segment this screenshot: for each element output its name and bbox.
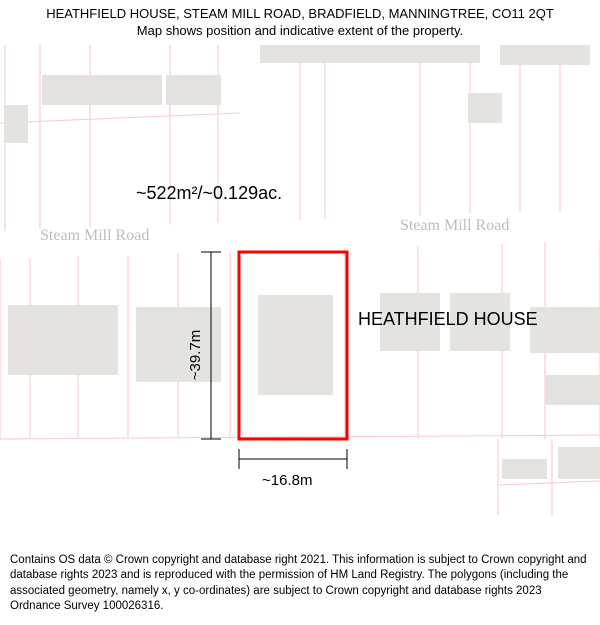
dim-width-label: ~16.8m	[262, 472, 312, 489]
copyright-footer: Contains OS data © Crown copyright and d…	[0, 545, 600, 625]
dim-height-label: ~39.7m	[187, 330, 204, 380]
road-label: Steam Mill Road	[400, 217, 509, 234]
building	[468, 93, 502, 123]
building	[136, 307, 221, 382]
building	[558, 447, 600, 479]
building	[258, 295, 333, 395]
map-canvas: Steam Mill Road Steam Mill Road ~522m²/~0.…	[0, 45, 600, 515]
building	[502, 459, 547, 479]
building	[530, 307, 600, 353]
building	[260, 45, 480, 63]
map-subtitle: Map shows position and indicative extent…	[30, 23, 570, 40]
building	[540, 45, 590, 65]
area-label: ~522m²/~0.129ac.	[136, 183, 282, 203]
building	[166, 75, 221, 105]
parcel-line	[0, 113, 240, 123]
building	[545, 375, 600, 405]
map-svg: Steam Mill Road Steam Mill Road ~522m²/~0.…	[0, 45, 600, 515]
building	[42, 75, 162, 105]
parcel-line	[498, 481, 600, 485]
road-label: Steam Mill Road	[40, 227, 149, 244]
page-root: HEATHFIELD HOUSE, STEAM MILL ROAD, BRADF…	[0, 0, 600, 625]
property-name-label: HEATHFIELD HOUSE	[358, 309, 538, 329]
building	[8, 305, 118, 375]
building	[4, 105, 28, 143]
map-header: HEATHFIELD HOUSE, STEAM MILL ROAD, BRADF…	[0, 0, 600, 40]
map-title: HEATHFIELD HOUSE, STEAM MILL ROAD, BRADF…	[30, 6, 570, 23]
